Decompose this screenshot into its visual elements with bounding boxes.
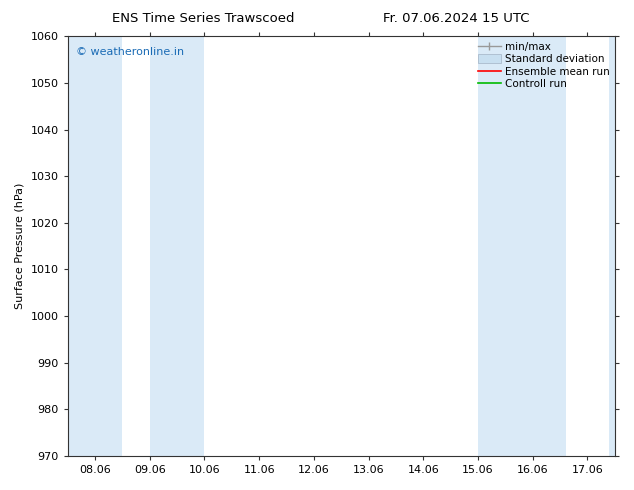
Bar <box>150 36 205 456</box>
Bar <box>478 36 533 456</box>
Y-axis label: Surface Pressure (hPa): Surface Pressure (hPa) <box>15 183 25 309</box>
Bar <box>68 36 122 456</box>
Bar <box>609 36 634 456</box>
Text: Fr. 07.06.2024 15 UTC: Fr. 07.06.2024 15 UTC <box>383 12 530 25</box>
Bar <box>533 36 566 456</box>
Text: ENS Time Series Trawscoed: ENS Time Series Trawscoed <box>112 12 294 25</box>
Legend: min/max, Standard deviation, Ensemble mean run, Controll run: min/max, Standard deviation, Ensemble me… <box>476 39 612 92</box>
Text: © weatheronline.in: © weatheronline.in <box>76 47 184 57</box>
